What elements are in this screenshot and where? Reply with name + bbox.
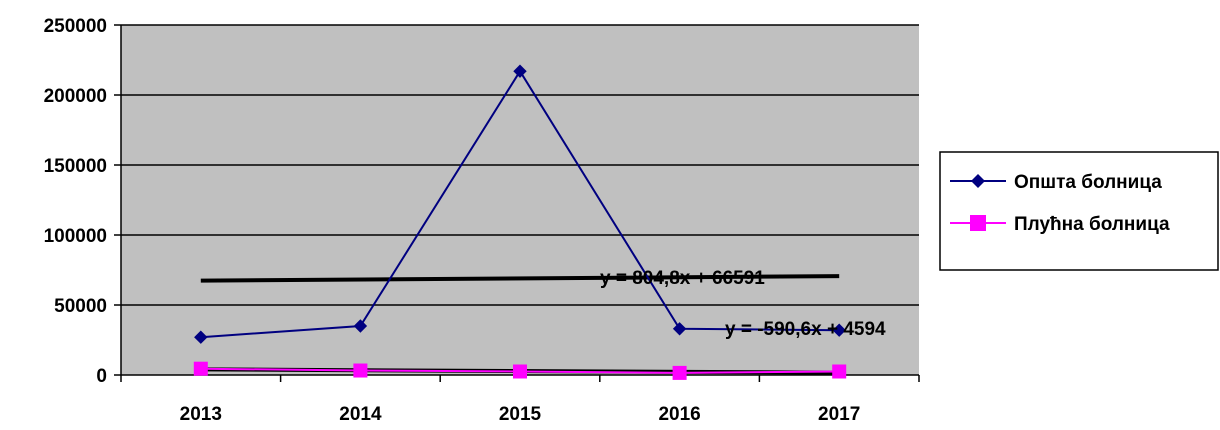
data-point-square xyxy=(672,365,687,380)
x-tick-label: 2017 xyxy=(818,404,860,425)
x-tick-label: 2015 xyxy=(499,404,542,425)
data-point-square xyxy=(513,364,527,379)
x-tick-label: 2016 xyxy=(658,404,700,425)
data-point-diamond xyxy=(672,322,687,336)
x-tick-label: 2014 xyxy=(339,404,382,425)
y-axis-tick-labels: 0 50000 100000 150000 200000 250000 xyxy=(44,16,107,387)
data-point-square xyxy=(832,364,847,379)
data-point-diamond xyxy=(353,319,368,333)
x-axis-tick-labels: 2013 2014 2015 2016 2017 xyxy=(180,404,861,425)
y-tick-label: 0 xyxy=(96,366,107,387)
x-tick-label: 2013 xyxy=(180,404,222,425)
legend: Општа болница Плућна болница xyxy=(939,151,1219,271)
data-point-square xyxy=(193,361,208,376)
series-lines xyxy=(193,64,847,380)
trendline-0 xyxy=(200,274,840,283)
data-point-square xyxy=(353,363,368,378)
legend-marker-square xyxy=(970,215,986,231)
y-tick-label: 150000 xyxy=(44,156,107,177)
plot-area xyxy=(121,25,919,375)
data-point-diamond xyxy=(194,330,208,344)
legend-box xyxy=(939,151,1219,271)
trendline-equation-opshta: y = 804,8x + 66591 xyxy=(600,268,765,289)
y-tick-label: 50000 xyxy=(54,296,107,317)
data-point-diamond xyxy=(513,64,527,78)
y-tick-label: 100000 xyxy=(44,226,107,247)
legend-label-plucna: Плућна болница xyxy=(1014,214,1170,235)
data-point-diamond xyxy=(832,323,846,337)
legend-label-opshta: Општа болница xyxy=(1014,172,1162,193)
gridlines xyxy=(121,24,919,306)
trendline-equations: y = 804,8x + 66591 y = -590,6x + 4594 xyxy=(600,268,886,340)
trendline-equation-plucna: y = -590,6x + 4594 xyxy=(725,319,886,340)
y-tick-label: 250000 xyxy=(44,16,107,37)
legend-marker-diamond xyxy=(971,174,985,188)
y-tick-label: 200000 xyxy=(44,86,107,107)
